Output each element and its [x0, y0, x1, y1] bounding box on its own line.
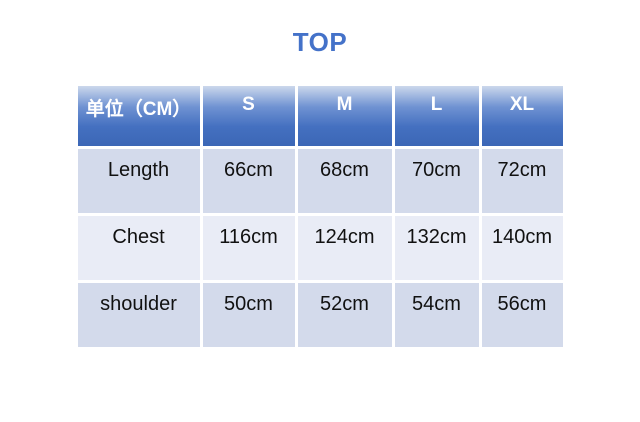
cell-shoulder-l: 54cm: [394, 283, 479, 347]
header-row: 单位（CM） S M L XL: [77, 86, 563, 146]
header-cell-size-s: S: [202, 86, 295, 146]
cell-length-s: 66cm: [202, 149, 295, 213]
header-cell-size-l: L: [394, 86, 479, 146]
table-row-chest: Chest 116cm 124cm 132cm 140cm: [77, 216, 563, 280]
row-label-length: Length: [77, 149, 200, 213]
cell-chest-xl: 140cm: [481, 216, 563, 280]
cell-length-m: 68cm: [297, 149, 392, 213]
cell-length-xl: 72cm: [481, 149, 563, 213]
row-label-chest: Chest: [77, 216, 200, 280]
table-row-shoulder: shoulder 50cm 52cm 54cm 56cm: [77, 283, 563, 347]
cell-chest-l: 132cm: [394, 216, 479, 280]
header-cell-size-m: M: [297, 86, 392, 146]
cell-shoulder-xl: 56cm: [481, 283, 563, 347]
row-label-shoulder: shoulder: [77, 283, 200, 347]
cell-chest-s: 116cm: [202, 216, 295, 280]
cell-chest-m: 124cm: [297, 216, 392, 280]
size-chart-table: 单位（CM） S M L XL Length 66cm 68cm 70cm 72…: [75, 83, 566, 350]
cell-shoulder-m: 52cm: [297, 283, 392, 347]
page-title: TOP: [292, 27, 348, 57]
cell-shoulder-s: 50cm: [202, 283, 295, 347]
header-cell-size-xl: XL: [481, 86, 563, 146]
table-row-length: Length 66cm 68cm 70cm 72cm: [77, 149, 563, 213]
header-cell-unit: 单位（CM）: [77, 86, 200, 146]
cell-length-l: 70cm: [394, 149, 479, 213]
